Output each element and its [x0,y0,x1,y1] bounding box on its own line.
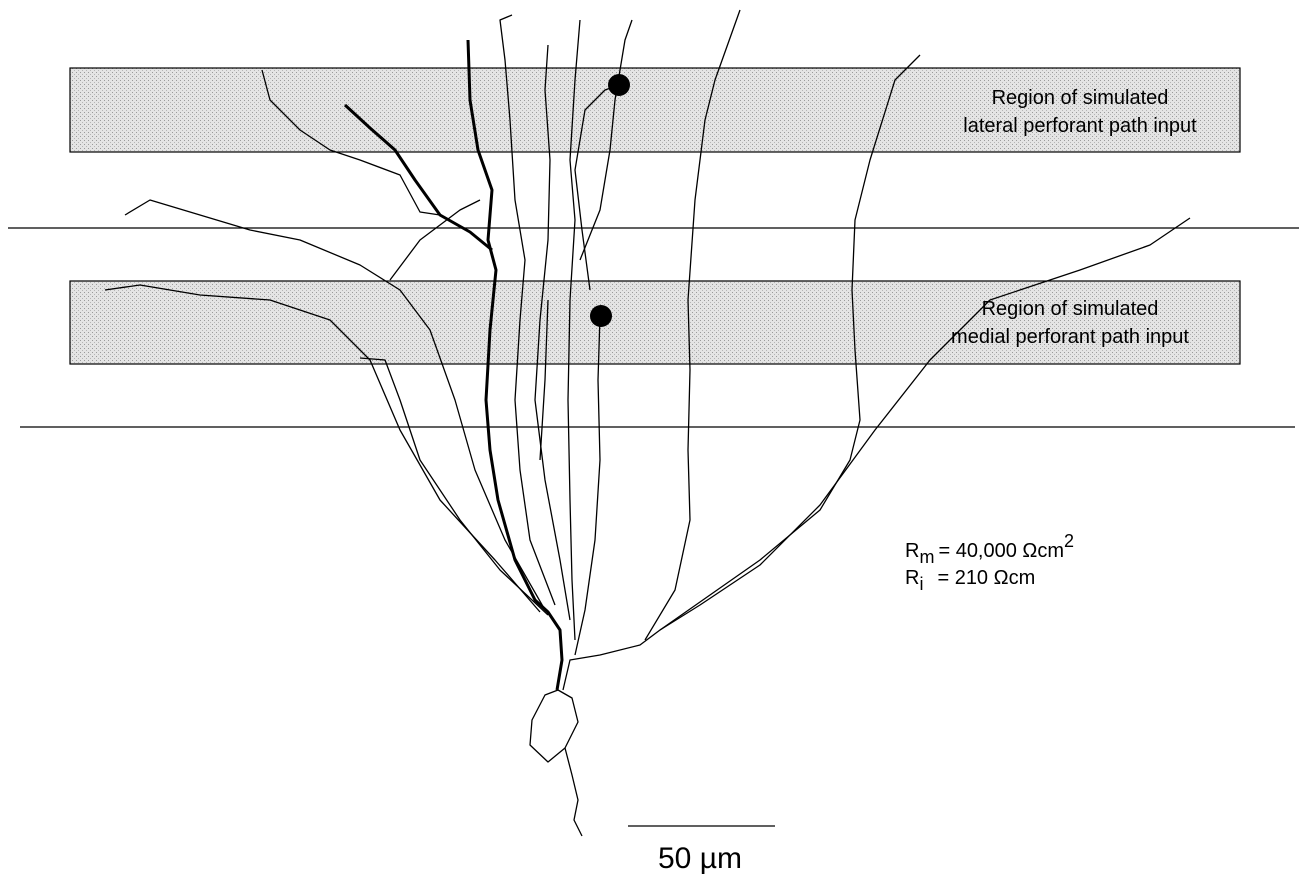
region-label: Region of simulated [992,87,1169,109]
region-label: medial perforant path input [951,326,1189,348]
parameter: Rm= 40,000 Ωcm2 [905,531,1074,567]
subscript: i [919,574,923,594]
synapse-marker [590,305,612,327]
symbol: R [905,540,919,562]
superscript: 2 [1064,531,1074,551]
lateral-region [70,68,1240,152]
neuron-diagram: Region of simulated lateral perforant pa… [0,0,1299,878]
value: = 210 Ωcm [937,567,1035,589]
region-label: Region of simulated [982,298,1159,320]
medial-region [70,281,1240,364]
value: = 40,000 Ωcm [938,540,1064,562]
region-label: lateral perforant path input [963,115,1197,137]
symbol: R [905,567,919,589]
parameter: Ri = 210 Ωcm [905,567,1035,594]
subscript: m [919,547,934,567]
scale-bar-label: 50 µm [658,842,742,875]
synapse-marker [608,74,630,96]
